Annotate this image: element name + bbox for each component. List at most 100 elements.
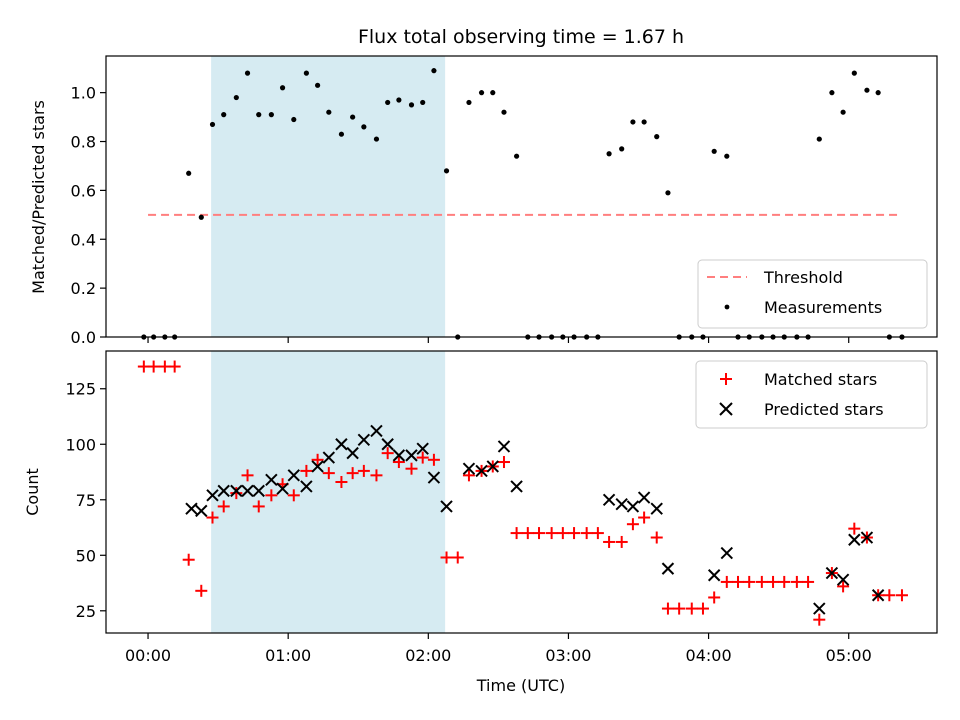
top-y-axis-label: Matched/Predicted stars [29, 100, 48, 294]
predicted-star-point [497, 440, 511, 453]
measurement-point [630, 119, 636, 125]
bottom-x-ticks: 00:00 01:00 02:00 03:00 04:00 05:00 [125, 633, 872, 665]
predicted-star-point [510, 480, 523, 493]
matched-star-point [510, 527, 523, 540]
y-tick-label: 75 [76, 491, 96, 510]
measurement-point [373, 136, 380, 142]
measurement-point [840, 109, 846, 115]
measurement-point [244, 70, 251, 76]
predicted-star-point [860, 531, 874, 544]
matched-star-point [300, 464, 313, 477]
top-x-ticks [147, 337, 850, 343]
predicted-star-point [825, 566, 839, 580]
predicted-star-point [405, 449, 418, 462]
predicted-star-point [416, 442, 429, 455]
matched-star-point [311, 453, 324, 466]
measurement-point [816, 136, 822, 142]
predicted-star-point [813, 602, 826, 615]
x-tick-label: 01:00 [265, 646, 311, 665]
y-tick-label: 50 [76, 546, 96, 565]
bottom-axes-frame [105, 350, 938, 634]
measurement-point [361, 124, 367, 130]
y-tick-label: 100 [65, 435, 96, 454]
predicted-star-point [195, 504, 208, 518]
predicted-star-point [252, 484, 265, 498]
y-tick-label: 0.0 [71, 328, 96, 347]
x-tick-label: 02:00 [405, 646, 451, 665]
predicted-star-point [265, 473, 278, 486]
matched-star-point [217, 500, 230, 513]
observing-window-shade-top [211, 56, 446, 337]
measurement-point [221, 112, 227, 118]
measurement-point [724, 153, 730, 159]
measurement-point [420, 99, 426, 106]
bottom-y-ticks: 25 50 75 100 125 [65, 380, 106, 621]
y-tick-label: 0.8 [71, 133, 96, 152]
predicted-star-point [836, 573, 850, 586]
observing-window-shade-bottom [211, 351, 446, 633]
predicted-star-point [381, 438, 394, 451]
matched-star-point [521, 527, 534, 540]
measurement-point [875, 90, 881, 96]
matched-star-point [462, 469, 475, 482]
matched-legend-label: Matched stars [764, 370, 877, 389]
matched-star-point [755, 575, 768, 588]
matched-star-point [440, 551, 453, 564]
predicted-star-point [615, 498, 628, 511]
predicted-legend-swatch [719, 402, 733, 416]
matched-star-point [346, 467, 359, 480]
measurement-point [619, 146, 625, 152]
matched-star-point [206, 511, 219, 524]
matched-star-point [626, 518, 639, 531]
measurement-point [408, 102, 415, 108]
measurement-point [431, 68, 437, 74]
matched-star-point [802, 575, 815, 588]
measurement-point [303, 70, 309, 76]
predicted-star-point [661, 562, 675, 575]
matched-star-point [638, 511, 651, 524]
matched-star-point [357, 464, 370, 477]
measurement-point [466, 99, 472, 106]
predicted-star-point [357, 433, 371, 447]
predicted-star-point [626, 500, 640, 513]
threshold-legend-label: Threshold [763, 268, 843, 287]
predicted-star-point [462, 462, 476, 475]
measurement-point [654, 134, 660, 140]
measurement-point [268, 112, 274, 118]
matched-star-point [895, 589, 908, 602]
predicted-star-point [311, 460, 324, 473]
matched-star-point [580, 527, 593, 540]
matched-star-point [182, 553, 195, 566]
x-axis-label: Time (UTC) [476, 676, 565, 695]
measurements-legend-label: Measurements [764, 298, 882, 317]
measurement-point [291, 116, 297, 123]
measurement-point [396, 97, 402, 103]
predicted-star-point [440, 500, 453, 513]
bottom-legend-box [695, 360, 928, 429]
matched-star-point [708, 591, 721, 604]
top-legend-box [697, 259, 928, 329]
top-y-ticks: 0.0 0.2 0.4 0.6 0.8 1.0 [71, 84, 106, 347]
matched-star-points [137, 360, 908, 626]
predicted-star-point [392, 449, 406, 462]
measurement-point [198, 214, 204, 220]
matched-star-point [568, 527, 581, 540]
predicted-star-point [230, 484, 243, 498]
matched-star-point [287, 489, 300, 502]
predicted-star-point [276, 482, 289, 495]
matched-star-point [778, 575, 791, 588]
matched-star-point [147, 360, 160, 373]
matched-star-point [405, 462, 418, 475]
matched-star-point [556, 527, 569, 540]
matched-star-point [533, 527, 546, 540]
matched-star-point [837, 580, 850, 593]
matched-star-point [381, 447, 394, 460]
predicted-star-point [602, 493, 616, 506]
measurement-point [315, 82, 321, 88]
measurement-point [279, 85, 286, 91]
matched-star-point [392, 456, 405, 469]
y-tick-label: 0.6 [71, 181, 96, 200]
predicted-star-point [637, 491, 651, 504]
predicted-legend-label: Predicted stars [764, 400, 884, 419]
matched-star-point [335, 476, 348, 489]
